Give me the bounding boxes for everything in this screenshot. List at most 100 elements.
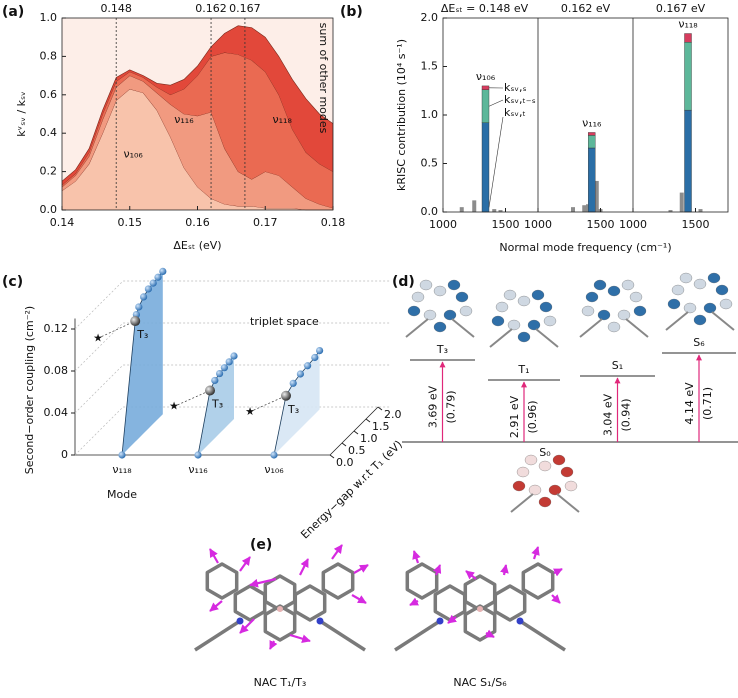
- point: [216, 370, 223, 377]
- molecule-arm: [520, 621, 565, 650]
- point: [194, 451, 201, 458]
- point: [118, 451, 125, 458]
- orbital-lobe: [434, 322, 446, 332]
- point: [226, 358, 233, 365]
- point: [211, 377, 218, 384]
- molecule-bond: [580, 319, 602, 337]
- z-tick: [366, 419, 370, 422]
- molecule-ring: [435, 586, 464, 620]
- point: [270, 451, 277, 458]
- molecule-ring: [207, 564, 236, 598]
- bar-segment: [482, 123, 489, 212]
- x-tick-label: ν₁₁₈: [112, 463, 132, 476]
- bar-segment: [482, 86, 489, 90]
- molecule-bond: [712, 312, 734, 330]
- z-tick-label: 2.0: [384, 408, 402, 421]
- point: [145, 285, 152, 292]
- annotation: triplet space: [250, 315, 319, 328]
- orbital-lobe: [532, 290, 544, 300]
- orbital-lobe: [549, 485, 561, 495]
- projection-line: [98, 321, 135, 338]
- z-tick-label: 0.5: [348, 444, 366, 457]
- bar: [571, 207, 575, 212]
- z-tick: [354, 431, 358, 434]
- y-tick-label: 0: [61, 448, 68, 461]
- subplot-title: ΔEₛₜ = 0.148 eV: [441, 2, 529, 15]
- orbital-lobe: [518, 332, 530, 342]
- z-tick: [342, 443, 346, 446]
- molecule-bond: [490, 329, 512, 347]
- x-tick-label: 1000: [524, 218, 552, 231]
- z-tick-label: 0.0: [336, 456, 354, 469]
- caption: NAC T₁/T₃: [254, 676, 307, 689]
- atom-n: [437, 618, 444, 625]
- atom-b: [277, 606, 283, 612]
- t3-label: T₃: [136, 328, 148, 341]
- x-axis-label: ΔEₛₜ (eV): [173, 239, 221, 252]
- mode-label: ν₁₀₆: [476, 70, 496, 83]
- subplot-title: 0.162 eV: [561, 2, 611, 15]
- atom-b: [477, 606, 483, 612]
- y-axis-label: kᵛₛᵥ / kₛᵥ: [15, 91, 28, 136]
- point: [150, 280, 157, 287]
- t3-label: T₃: [287, 403, 299, 416]
- panel-label: (d): [392, 274, 415, 290]
- legend-leader: [489, 117, 503, 207]
- nac-vector: [240, 557, 250, 571]
- y-tick-label: 0.0: [40, 203, 58, 216]
- nac-vector: [332, 545, 342, 559]
- orbital-lobe: [444, 310, 456, 320]
- molecule-bond: [406, 319, 428, 337]
- x-tick-label: 1500: [682, 218, 710, 231]
- y-axis-label: kRISC contribution (10⁴ s⁻¹): [395, 39, 408, 191]
- orbital-lobe: [434, 286, 446, 296]
- orbital-lobe: [544, 316, 556, 326]
- y-tick-label: 0.0: [421, 205, 439, 218]
- nac-vector: [534, 547, 538, 559]
- t3-marker: [281, 391, 291, 401]
- panel-label: (c): [2, 274, 23, 290]
- x-tick-label: ν₁₀₆: [264, 463, 284, 476]
- orbital-lobe: [668, 299, 680, 309]
- legend-label: kₛᵥ,ₜ₋ₛ: [504, 93, 536, 106]
- x-axis-label: Normal mode frequency (cm⁻¹): [499, 241, 671, 254]
- orbital-lobe: [539, 461, 551, 471]
- nac-vector: [554, 569, 562, 573]
- bar-segment: [482, 90, 489, 123]
- orbital-lobe: [618, 310, 630, 320]
- weight-label: (0.71): [701, 387, 714, 420]
- point: [304, 362, 311, 369]
- star: ★: [93, 331, 103, 344]
- atom-n: [237, 618, 244, 625]
- x-tick-label: 0.17: [253, 216, 278, 229]
- nac-vector: [504, 565, 506, 575]
- y-tick-label: 0.6: [40, 88, 58, 101]
- molecule-bond: [666, 312, 688, 330]
- state-label: T₃: [436, 343, 448, 356]
- x-tick-label: 0.16: [185, 216, 210, 229]
- orbital-lobe: [412, 292, 424, 302]
- nac-vector: [552, 595, 560, 603]
- panel-label: (e): [250, 537, 272, 553]
- orbital-lobe: [424, 310, 436, 320]
- y-tick-label: 0.8: [40, 49, 58, 62]
- orbital-lobe: [496, 302, 508, 312]
- orbital-lobe: [456, 292, 468, 302]
- orbital-lobe: [694, 315, 706, 325]
- orbital-lobe: [518, 296, 530, 306]
- nac-vector: [210, 549, 218, 563]
- x-tick-label: 0.15: [118, 216, 143, 229]
- orbital-lobe: [684, 303, 696, 313]
- x-tick-label: 1000: [429, 218, 457, 231]
- orbital-lobe: [598, 310, 610, 320]
- point: [159, 268, 166, 275]
- orbital-lobe: [528, 320, 540, 330]
- bar: [699, 209, 703, 212]
- orbital-lobe: [504, 290, 516, 300]
- y-axis-label: Second−order coupling (cm⁻²): [23, 306, 36, 474]
- legend-label: kₛᵥ,ₜ: [504, 106, 526, 119]
- atom-n: [517, 618, 524, 625]
- bar-segment: [588, 148, 595, 212]
- orbital-lobe: [529, 485, 541, 495]
- y-tick-label: 0.2: [40, 165, 58, 178]
